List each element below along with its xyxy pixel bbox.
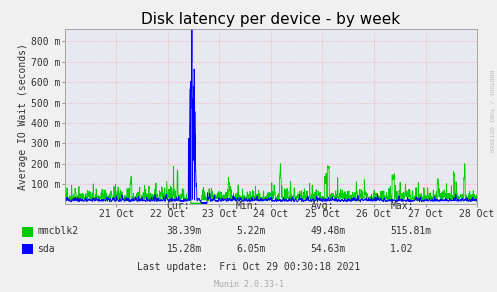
Text: Munin 2.0.33-1: Munin 2.0.33-1: [214, 280, 283, 289]
Text: Avg:: Avg:: [311, 201, 334, 211]
Text: mmcblk2: mmcblk2: [37, 227, 79, 237]
Text: Min:: Min:: [236, 201, 259, 211]
Text: RRDTOOL / TOBI OETIKER: RRDTOOL / TOBI OETIKER: [489, 70, 494, 152]
Text: Max:: Max:: [390, 201, 414, 211]
Text: 49.48m: 49.48m: [311, 227, 346, 237]
Y-axis label: Average IO Wait (seconds): Average IO Wait (seconds): [18, 44, 28, 190]
Title: Disk latency per device - by week: Disk latency per device - by week: [141, 12, 401, 27]
Text: 38.39m: 38.39m: [166, 227, 202, 237]
Text: 515.81m: 515.81m: [390, 227, 431, 237]
Text: 5.22m: 5.22m: [236, 227, 265, 237]
Text: 15.28m: 15.28m: [166, 244, 202, 254]
Text: 6.05m: 6.05m: [236, 244, 265, 254]
Text: sda: sda: [37, 244, 55, 254]
Text: 1.02: 1.02: [390, 244, 414, 254]
Text: Last update:  Fri Oct 29 00:30:18 2021: Last update: Fri Oct 29 00:30:18 2021: [137, 262, 360, 272]
Text: 54.63m: 54.63m: [311, 244, 346, 254]
Text: Cur:: Cur:: [166, 201, 190, 211]
